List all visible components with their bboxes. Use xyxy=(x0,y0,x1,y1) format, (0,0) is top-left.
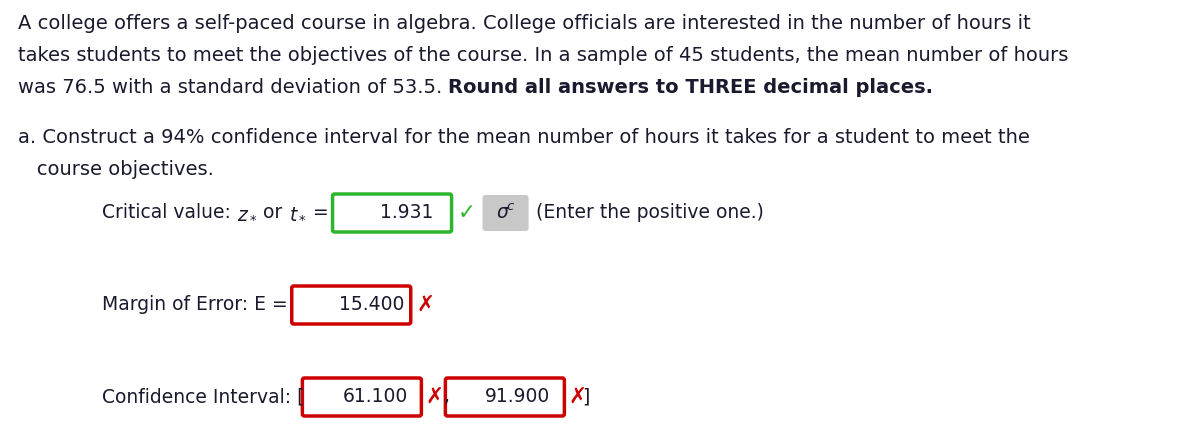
Text: $z_*$: $z_*$ xyxy=(236,203,258,222)
FancyBboxPatch shape xyxy=(445,378,564,416)
Text: 61.100: 61.100 xyxy=(342,388,408,406)
Text: or: or xyxy=(258,203,289,222)
FancyBboxPatch shape xyxy=(302,378,421,416)
Text: ✗: ✗ xyxy=(425,387,443,407)
Text: ✗: ✗ xyxy=(569,387,587,407)
FancyBboxPatch shape xyxy=(484,196,528,230)
FancyBboxPatch shape xyxy=(292,286,410,324)
FancyBboxPatch shape xyxy=(332,194,451,232)
Text: Round all answers to THREE decimal places.: Round all answers to THREE decimal place… xyxy=(449,78,934,97)
Text: $t_*$: $t_*$ xyxy=(289,203,307,222)
Text: ✓: ✓ xyxy=(457,203,475,223)
Text: Confidence Interval: [: Confidence Interval: [ xyxy=(102,388,305,406)
Text: ]: ] xyxy=(582,388,589,406)
Text: Margin of Error: E =: Margin of Error: E = xyxy=(102,295,294,315)
Text: takes students to meet the objectives of the course. In a sample of 45 students,: takes students to meet the objectives of… xyxy=(18,46,1068,65)
Text: 15.400: 15.400 xyxy=(338,295,404,315)
Text: A college offers a self-paced course in algebra. College officials are intereste: A college offers a self-paced course in … xyxy=(18,14,1031,33)
Text: Critical value:: Critical value: xyxy=(102,203,236,222)
Text: 1.931: 1.931 xyxy=(379,203,433,222)
Text: =: = xyxy=(307,203,335,222)
Text: a. Construct a 94% confidence interval for the mean number of hours it takes for: a. Construct a 94% confidence interval f… xyxy=(18,128,1030,147)
Text: was 76.5 with a standard deviation of 53.5.: was 76.5 with a standard deviation of 53… xyxy=(18,78,449,97)
Text: (Enter the positive one.): (Enter the positive one.) xyxy=(535,203,763,222)
Text: course objectives.: course objectives. xyxy=(18,160,214,179)
Text: ,: , xyxy=(443,388,449,406)
Text: $\sigma^{\!\mathit{c}}$: $\sigma^{\!\mathit{c}}$ xyxy=(496,203,515,222)
Text: ✗: ✗ xyxy=(416,295,434,315)
Text: 91.900: 91.900 xyxy=(485,388,551,406)
